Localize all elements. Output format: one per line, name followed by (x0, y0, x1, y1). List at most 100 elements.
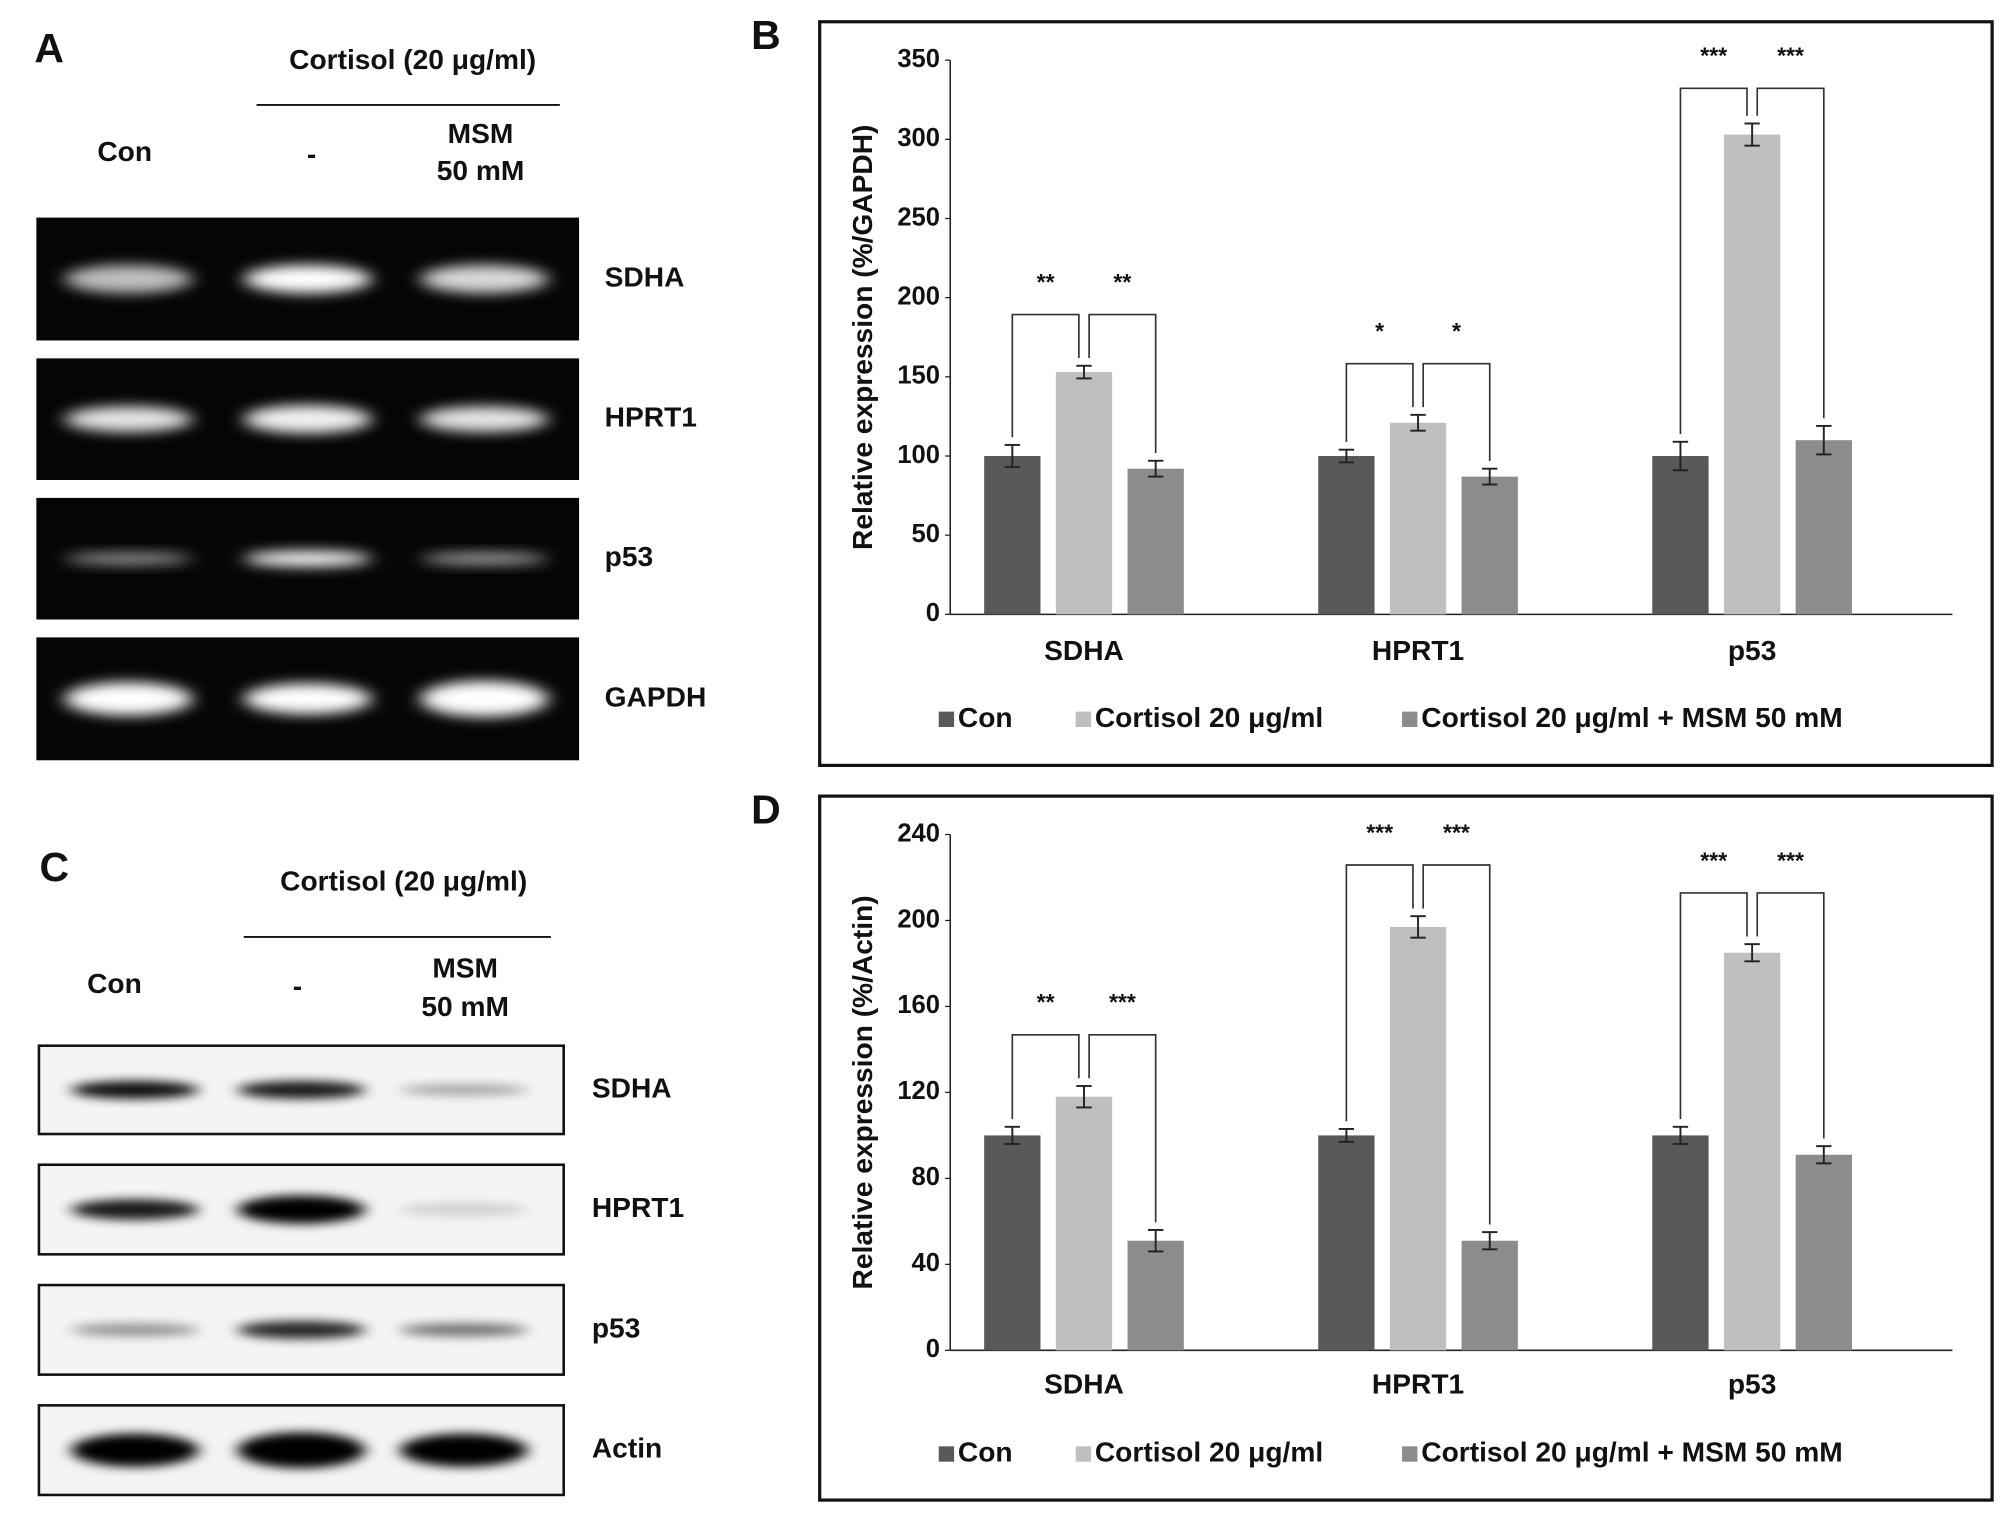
band (237, 1432, 366, 1469)
significance-label: *** (1700, 847, 1727, 873)
band (420, 264, 549, 294)
error-bar (1744, 122, 1760, 147)
y-tick-label: 160 (897, 991, 940, 1019)
panel-label: D (751, 787, 781, 833)
band (399, 1433, 528, 1467)
x-tick-label: HPRT1 (1372, 1369, 1464, 1400)
band (399, 1084, 528, 1095)
significance-label: *** (1777, 847, 1804, 873)
legend-swatch (938, 1446, 955, 1462)
legend-label: Con (958, 1436, 1013, 1467)
significance-label: ** (1037, 989, 1055, 1015)
panel-frame (818, 794, 1994, 1502)
legend-label: Cortisol 20 μg/ml (1095, 1436, 1323, 1467)
y-tick-label: 100 (897, 441, 940, 469)
y-tick-label: 40 (912, 1249, 940, 1277)
significance-bracket (1088, 313, 1157, 454)
band (64, 264, 193, 294)
band (243, 551, 372, 567)
band (420, 406, 549, 432)
lane-label: MSM (448, 118, 514, 149)
error-bar (1744, 943, 1760, 963)
band (237, 1195, 366, 1224)
band (64, 552, 193, 565)
bar (1055, 372, 1113, 615)
y-tick-label: 120 (897, 1077, 940, 1105)
band (70, 1199, 199, 1220)
error-bar (1076, 364, 1092, 380)
legend-swatch (938, 711, 955, 728)
treatment-header: Cortisol (20 μg/ml) (289, 44, 536, 75)
band (64, 406, 193, 432)
panel-label: A (34, 25, 64, 71)
error-bar (1004, 443, 1020, 469)
row-label: p53 (605, 541, 654, 572)
significance-bracket (1011, 1033, 1080, 1120)
lane-label: 50 mM (421, 991, 509, 1022)
error-bar (1482, 467, 1498, 486)
legend-swatch (1402, 711, 1418, 728)
error-bar (1147, 459, 1164, 478)
lane-label: - (293, 971, 302, 1002)
y-tick-label: 80 (912, 1163, 940, 1191)
row-label: SDHA (605, 261, 685, 292)
legend-label: Cortisol 20 μg/ml + MSM 50 mM (1421, 1436, 1842, 1467)
y-tick-label: 150 (897, 362, 940, 390)
y-tick-label: 50 (912, 520, 940, 548)
y-tick-label: 250 (897, 203, 940, 231)
significance-bracket (1345, 362, 1414, 443)
band (237, 1080, 366, 1099)
significance-label: * (1452, 318, 1461, 344)
error-bar (1076, 1085, 1092, 1109)
legend-label: Cortisol 20 μg/ml (1095, 702, 1323, 733)
band (399, 1323, 528, 1337)
row-label: SDHA (592, 1072, 672, 1103)
error-bar (1672, 440, 1689, 472)
error-bar (1338, 1127, 1355, 1143)
significance-label: ** (1037, 269, 1055, 295)
x-tick-label: SDHA (1044, 635, 1124, 666)
band (243, 405, 372, 434)
bar (1723, 134, 1781, 615)
bar (1795, 440, 1852, 615)
bar (1461, 476, 1518, 615)
row-label: GAPDH (605, 681, 707, 712)
significance-label: * (1375, 318, 1384, 344)
legend-label: Cortisol 20 μg/ml + MSM 50 mM (1421, 702, 1842, 733)
band (399, 1203, 528, 1216)
band (64, 682, 193, 716)
row-label: HPRT1 (592, 1192, 684, 1223)
error-bar (1410, 915, 1426, 939)
band (70, 1323, 199, 1337)
legend-swatch (1075, 1446, 1092, 1462)
significance-label: *** (1443, 819, 1470, 845)
lane-label: 50 mM (437, 155, 525, 186)
bar (1389, 926, 1447, 1351)
y-tick-label: 240 (897, 819, 940, 847)
legend-swatch (1402, 1446, 1418, 1462)
y-axis-title: Relative expression (%/GAPDH) (847, 125, 878, 550)
panel-label: C (40, 844, 70, 890)
row-label: Actin (592, 1433, 662, 1464)
x-tick-label: p53 (1728, 635, 1777, 666)
lane-label: MSM (432, 953, 498, 984)
significance-bracket (1345, 864, 1414, 1122)
x-tick-label: SDHA (1044, 1369, 1124, 1400)
y-tick-label: 0 (926, 1335, 940, 1363)
error-bar (1004, 1125, 1020, 1145)
error-bar (1816, 424, 1832, 456)
panel-label: B (751, 12, 781, 58)
error-bar (1338, 448, 1355, 464)
y-tick-label: 350 (897, 45, 940, 73)
bar (1318, 456, 1375, 615)
significance-bracket (1422, 362, 1491, 462)
significance-label: *** (1700, 43, 1727, 69)
treatment-header: Cortisol (20 μg/ml) (280, 866, 527, 897)
band (243, 683, 372, 715)
significance-bracket (1679, 87, 1748, 435)
x-tick-label: HPRT1 (1372, 635, 1464, 666)
bar (1652, 456, 1709, 615)
band (237, 1320, 366, 1339)
band (420, 552, 549, 565)
